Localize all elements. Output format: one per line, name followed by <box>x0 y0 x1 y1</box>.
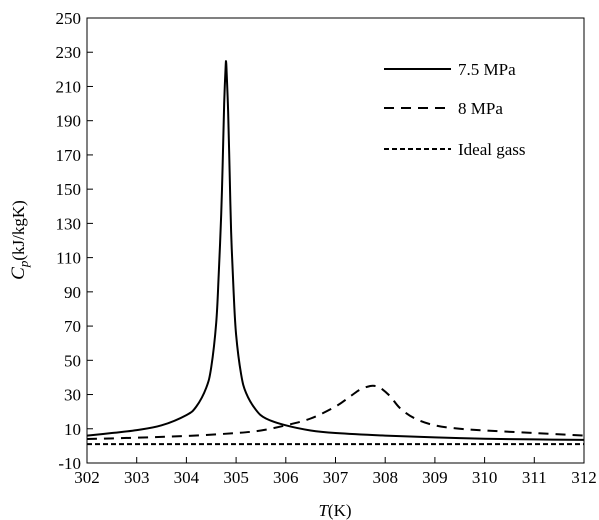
legend-label-8-mpa: 8 MPa <box>458 99 503 118</box>
y-tick-label: 250 <box>56 9 82 28</box>
x-axis-ticks: 302 303 304 305 306 307 308 309 310 311 312 <box>74 457 597 487</box>
y-tick-label: 110 <box>56 249 81 268</box>
legend-label-ideal-gass: Ideal gass <box>458 140 526 159</box>
x-tick-label: 305 <box>223 468 249 487</box>
x-axis-title: T(K) <box>318 501 351 520</box>
x-tick-label: 302 <box>74 468 100 487</box>
y-tick-label: 150 <box>56 180 82 199</box>
legend: 7.5 MPa 8 MPa Ideal gass <box>384 60 526 159</box>
series-layer <box>86 60 585 446</box>
y-tick-label: 70 <box>64 317 81 336</box>
series-line-8-mpa <box>86 384 585 441</box>
y-tick-label: 90 <box>64 283 81 302</box>
legend-item-8-mpa: 8 MPa <box>384 99 503 118</box>
plot-area-frame <box>86 17 585 464</box>
y-tick-label: 10 <box>64 420 81 439</box>
x-axis-title-unit: (K) <box>328 501 352 520</box>
y-tick-label: -10 <box>58 454 81 473</box>
y-axis-title: Cp(kJ/kgK) <box>8 200 31 280</box>
x-tick-label: 303 <box>124 468 150 487</box>
y-tick-label: 230 <box>56 43 82 62</box>
x-tick-label: 307 <box>323 468 349 487</box>
y-tick-label: 130 <box>56 214 82 233</box>
x-tick-label: 312 <box>571 468 597 487</box>
y-tick-label: 50 <box>64 351 81 370</box>
y-axis-ticks: -10 10 30 50 70 90 110 130 150 170 190 210 230 250 <box>56 9 93 473</box>
x-axis-title-var: T <box>318 501 329 520</box>
legend-item-ideal-gass: Ideal gass <box>384 140 526 159</box>
x-tick-label: 310 <box>472 468 498 487</box>
y-tick-label: 190 <box>56 112 82 131</box>
x-tick-label: 308 <box>372 468 398 487</box>
y-tick-label: 170 <box>56 146 82 165</box>
y-axis-title-unit: (kJ/kgK) <box>9 200 28 260</box>
x-tick-label: 304 <box>174 468 200 487</box>
y-axis-title-sub: p <box>16 260 31 268</box>
legend-item-7-5-mpa: 7.5 MPa <box>384 60 516 79</box>
x-tick-label: 311 <box>522 468 547 487</box>
x-tick-label: 306 <box>273 468 299 487</box>
y-tick-label: 30 <box>64 386 81 405</box>
legend-label-7-5-mpa: 7.5 MPa <box>458 60 516 79</box>
series-line-7-5-mpa <box>86 60 585 441</box>
y-tick-label: 210 <box>56 77 82 96</box>
x-tick-label: 309 <box>422 468 448 487</box>
y-axis-title-var: C <box>8 267 29 280</box>
